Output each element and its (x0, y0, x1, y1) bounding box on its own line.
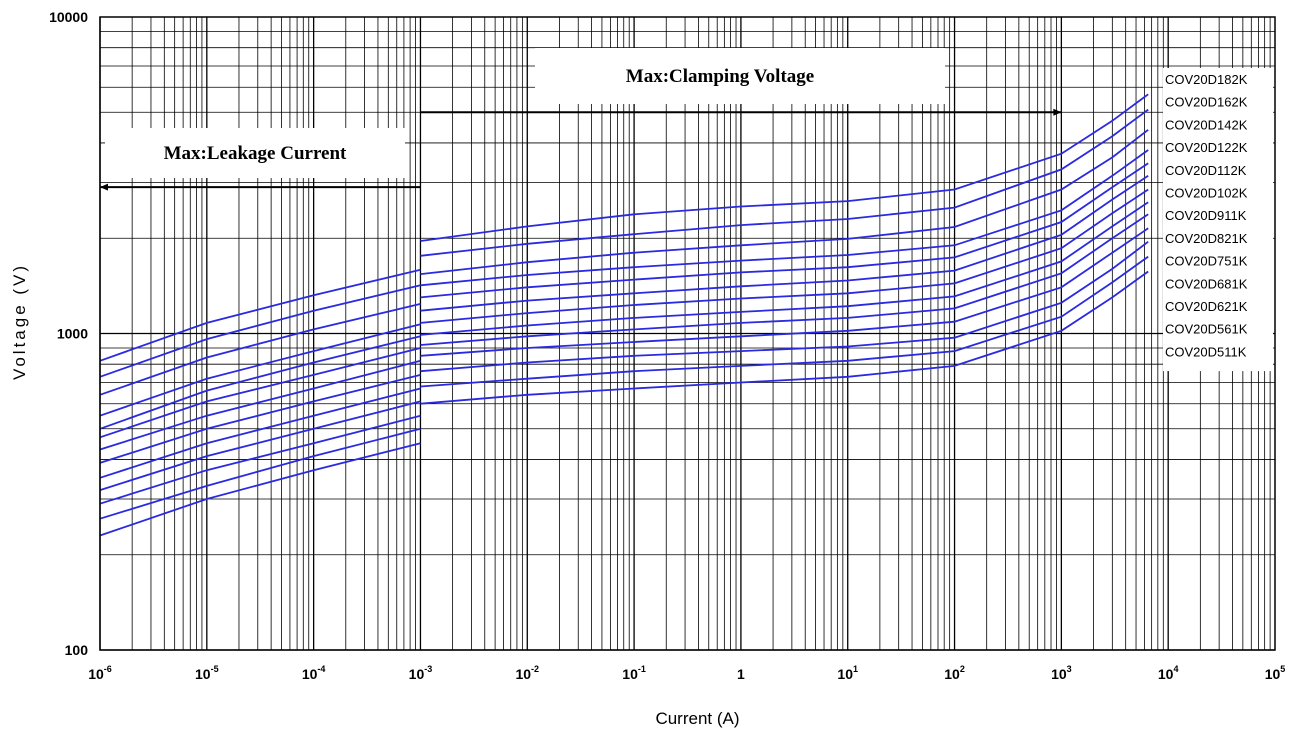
legend-label: COV20D162K (1165, 95, 1248, 110)
legend-label: COV20D821K (1165, 231, 1248, 246)
y-tick-labels: 100 1000 10000 (49, 9, 88, 658)
clamping-curve-cov20d511k (421, 272, 1149, 404)
clamping-curve-cov20d182k (421, 94, 1149, 241)
annotations-group: Max:Clamping Voltage Max:Leakage Current (100, 48, 1061, 191)
y-tick-label: 100 (65, 642, 89, 658)
x-tick-label: 10-1 (622, 664, 646, 682)
x-tick-label: 103 (1051, 664, 1072, 682)
annotation-label: Max:Leakage Current (164, 143, 347, 164)
x-tick-label: 1 (737, 666, 745, 682)
annotation-label: Max:Clamping Voltage (626, 66, 814, 87)
x-axis-title: Current (A) (655, 709, 739, 728)
leakage-curve-cov20d911k (100, 361, 421, 450)
x-tick-label: 10-6 (88, 664, 112, 682)
legend-label: COV20D621K (1165, 299, 1248, 314)
legend-label: COV20D102K (1165, 186, 1248, 201)
legend-label: COV20D911K (1165, 208, 1247, 223)
legend-label: COV20D751K (1165, 254, 1248, 269)
legend-label: COV20D112K (1165, 163, 1247, 178)
y-tick-label: 10000 (49, 9, 88, 25)
clamping-curve-cov20d122k (421, 150, 1149, 285)
legend: COV20D182K COV20D162K COV20D142K COV20D122K… (1163, 68, 1273, 371)
x-tick-label: 105 (1265, 664, 1286, 682)
y-axis-title: Voltage (V) (10, 263, 29, 380)
x-tick-label: 104 (1158, 664, 1179, 682)
leakage-curve-cov20d162k (100, 285, 421, 377)
clamping-curve-cov20d142k (421, 130, 1149, 274)
x-tick-label: 101 (837, 664, 858, 682)
clamping-curve-cov20d112k (421, 163, 1149, 297)
y-tick-label: 1000 (57, 326, 88, 342)
legend-label: COV20D142K (1165, 117, 1248, 132)
x-tick-label: 10-3 (409, 664, 433, 682)
legend-label: COV20D182K (1165, 72, 1248, 87)
x-tick-label: 10-2 (515, 664, 539, 682)
x-tick-label: 10-5 (195, 664, 219, 682)
legend-label: COV20D681K (1165, 276, 1248, 291)
legend-label: COV20D561K (1165, 322, 1248, 337)
legend-label: COV20D511K (1165, 344, 1247, 359)
annotation-arrowhead (100, 184, 108, 191)
leakage-curve-cov20d142k (100, 304, 421, 395)
leakage-curve-cov20d102k (100, 348, 421, 437)
annotation-arrowhead (1053, 109, 1061, 116)
x-tick-label: 10-4 (302, 664, 326, 682)
x-tick-label: 102 (944, 664, 965, 682)
legend-label: COV20D122K (1165, 140, 1248, 155)
x-tick-labels: 10-6 10-5 10-4 10-3 10-2 10-1 1 101 102 103 104 105 (88, 664, 1285, 682)
clamping-curve-cov20d911k (421, 190, 1149, 323)
